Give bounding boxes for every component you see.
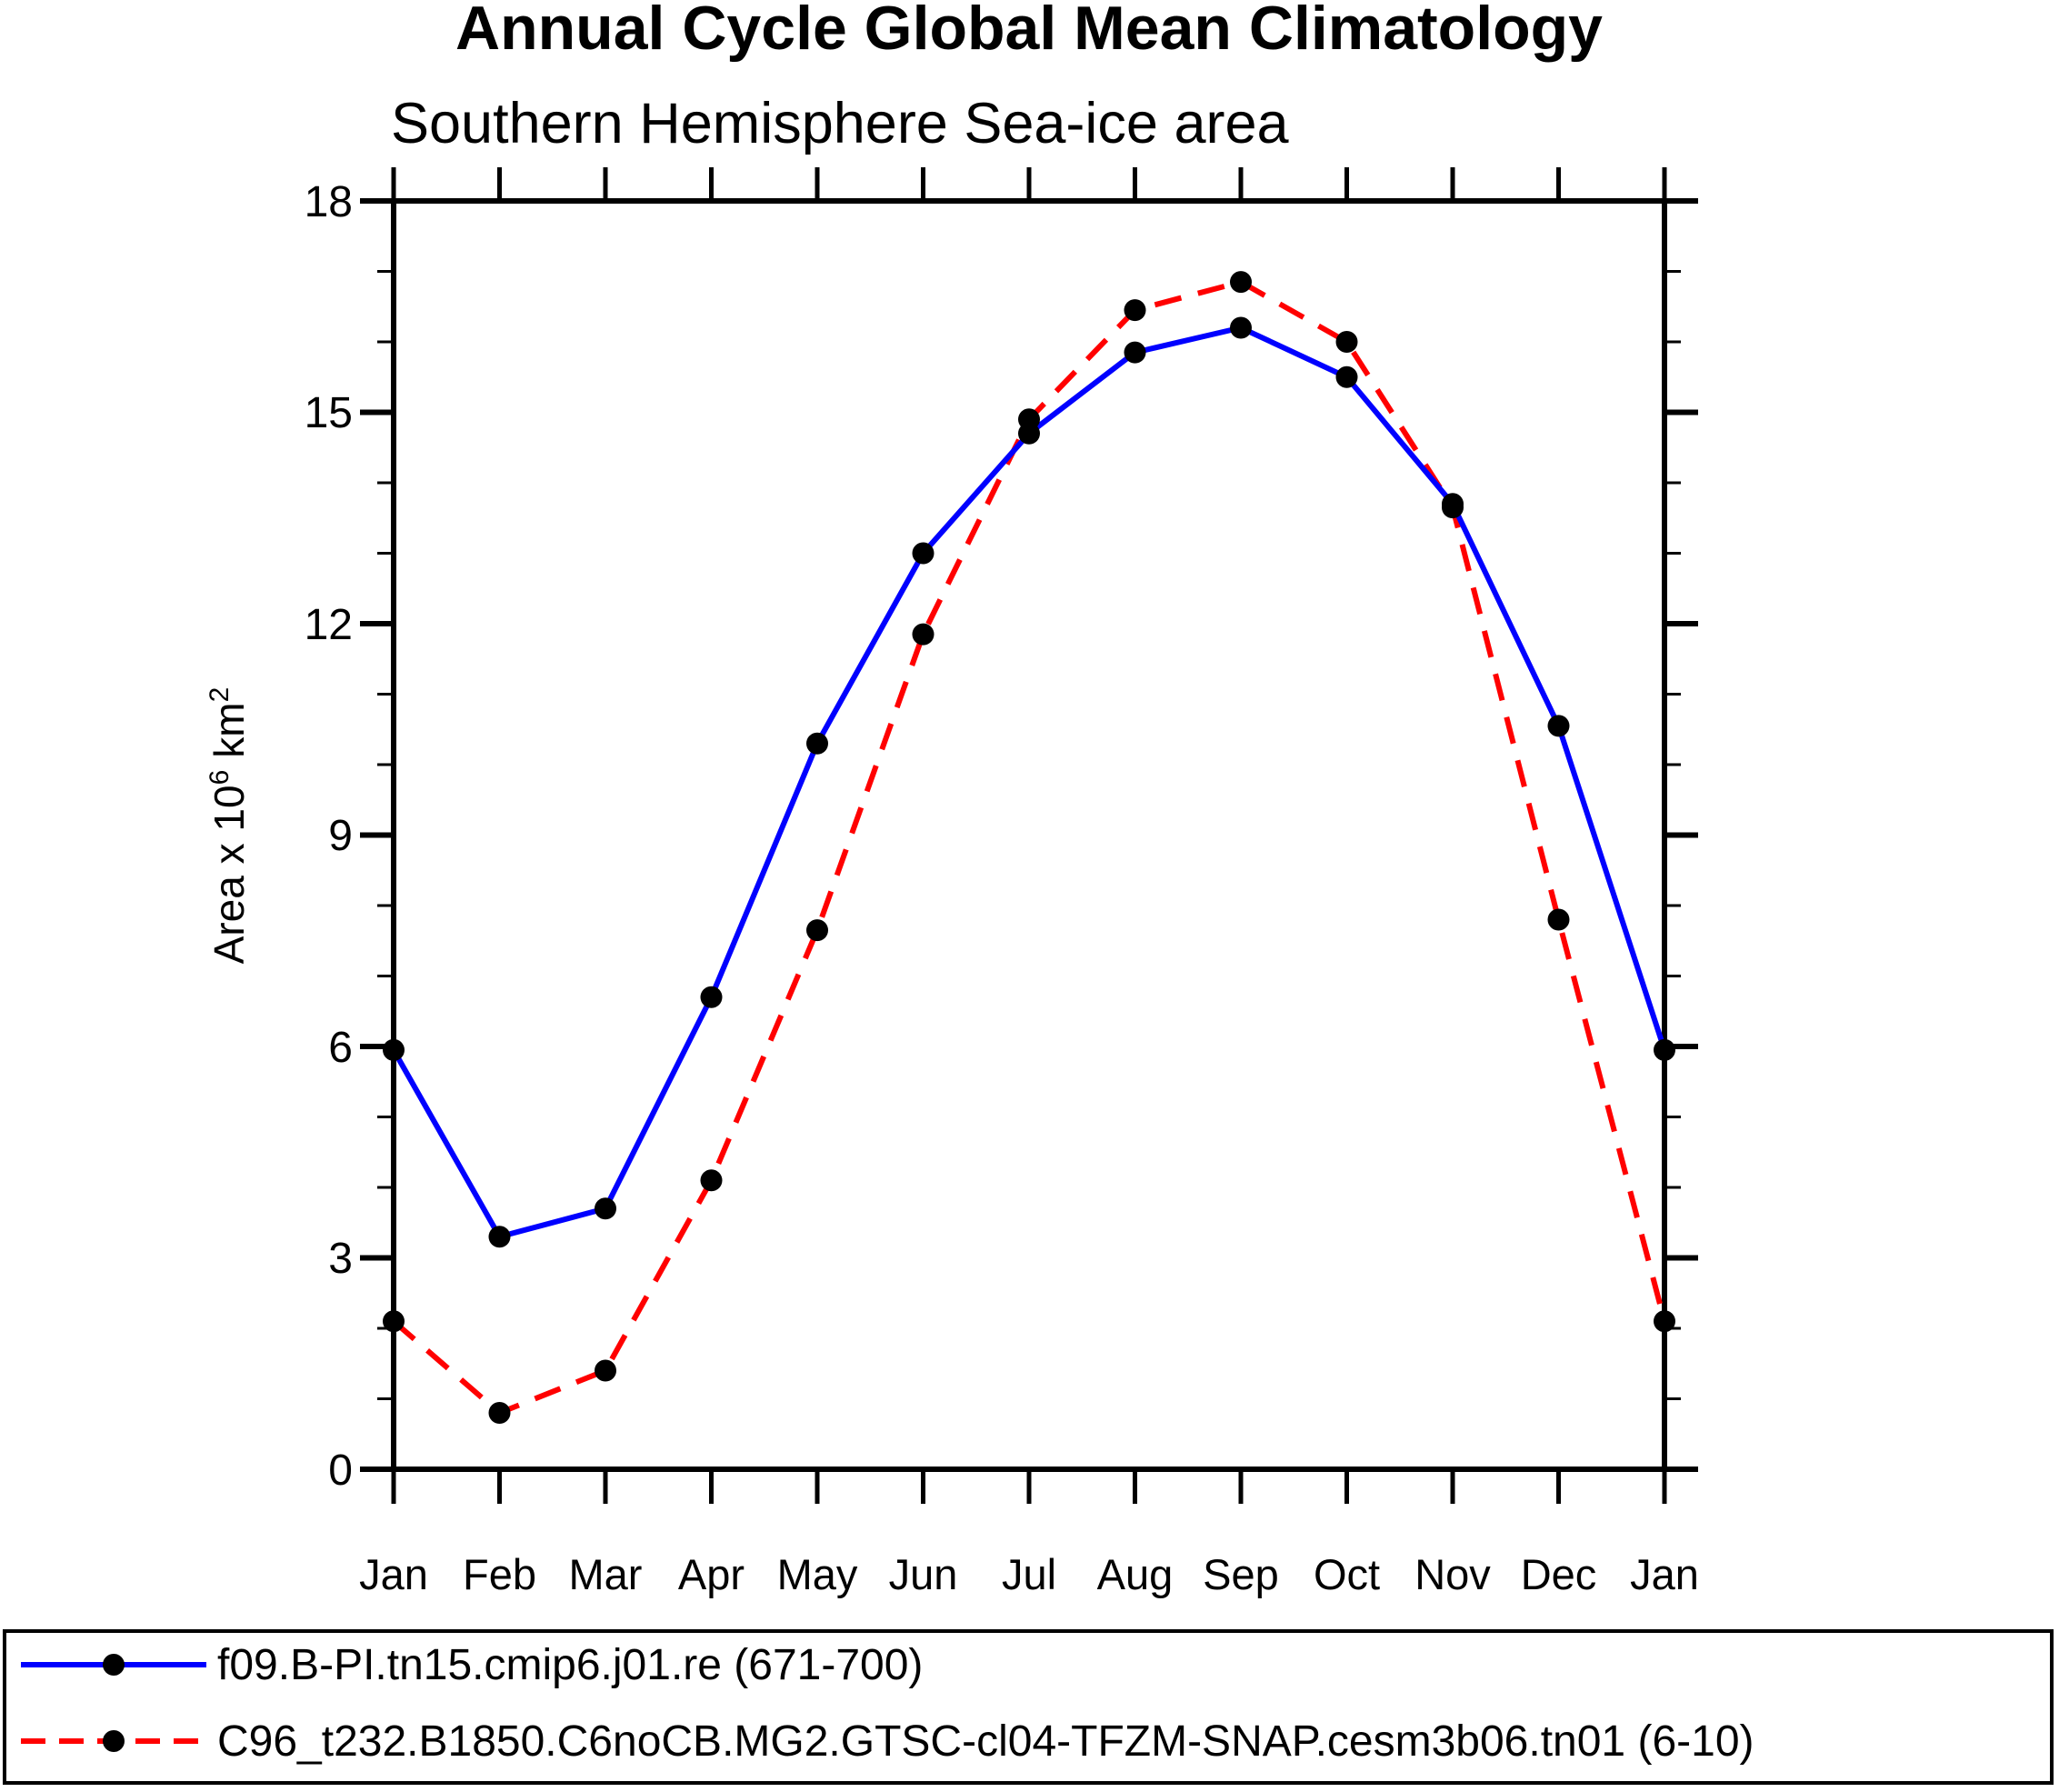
series-line-dashed [392, 278, 1667, 1417]
series-line-solid [391, 325, 1667, 1240]
data-point-marker [1442, 496, 1464, 519]
xtick-label: Jul [1002, 1550, 1056, 1598]
xtick-label: Dec [1521, 1550, 1597, 1598]
xtick-label: May [777, 1550, 858, 1598]
data-point-marker [1654, 1310, 1675, 1333]
legend-marker-dot [103, 1654, 125, 1676]
xtick-label: Mar [569, 1550, 643, 1598]
legend-entry-1: f09.B-PI.tn15.cmip6.j01.re (671-700) [17, 1640, 923, 1689]
xtick-label: Feb [463, 1550, 536, 1598]
legend-marker-dot [103, 1730, 125, 1752]
data-point-marker [1124, 299, 1146, 322]
ytick-label: 0 [328, 1447, 353, 1495]
data-point-marker [595, 1359, 616, 1382]
data-point-marker [1124, 341, 1146, 364]
data-point-marker [383, 1310, 405, 1333]
data-point-marker [1654, 1038, 1675, 1061]
xtick-label: Jan [359, 1550, 428, 1598]
data-point-marker [1018, 408, 1040, 431]
data-point-marker [806, 919, 828, 942]
data-point-marker [1335, 365, 1358, 388]
xtick-label: Nov [1414, 1550, 1491, 1598]
data-point-marker [806, 732, 828, 755]
data-point-marker [1335, 331, 1358, 353]
ytick-label: 12 [305, 601, 353, 649]
data-point-marker [1230, 316, 1252, 339]
ytick-label: 15 [305, 389, 353, 437]
legend-key-solid-line [21, 1654, 206, 1676]
data-point-marker [912, 623, 935, 646]
xtick-label: Jan [1630, 1550, 1699, 1598]
data-point-marker [1547, 908, 1570, 931]
plot-frame [391, 198, 1667, 1472]
chart-subtitle: Southern Hemisphere Sea-ice area [391, 92, 1289, 155]
chart-title: Annual Cycle Global Mean Climatology [455, 0, 1603, 63]
data-point-marker [488, 1226, 511, 1248]
xtick-label: Oct [1314, 1550, 1380, 1598]
data-point-marker [488, 1402, 511, 1424]
legend-label: f09.B-PI.tn15.cmip6.j01.re (671-700) [217, 1640, 924, 1689]
legend-key-dashed-line [21, 1730, 206, 1752]
legend-entry-2: C96_t232.B1850.C6noCB.MG2.GTSC-cl04-TFZM… [17, 1717, 1754, 1766]
ytick-label: 6 [328, 1024, 353, 1072]
xtick-label: Sep [1203, 1550, 1279, 1598]
axis-labels: 0 3 6 9 12 15 18 Jan Feb Mar Apr May Jun… [205, 178, 1699, 1598]
xtick-label: Apr [678, 1550, 745, 1598]
data-point-marker [700, 986, 723, 1008]
data-point-marker [912, 542, 935, 565]
xtick-label: Aug [1097, 1550, 1174, 1598]
data-point-marker [700, 1169, 723, 1192]
data-point-marker [595, 1197, 616, 1220]
data-point-marker [383, 1038, 405, 1061]
ytick-label: 9 [328, 812, 353, 860]
data-point-marker [1547, 715, 1570, 737]
ytick-label: 18 [305, 178, 353, 226]
legend-label: C96_t232.B1850.C6noCB.MG2.GTSC-cl04-TFZM… [217, 1717, 1754, 1766]
y-axis-title: Area x 106km2 [205, 687, 253, 965]
ytick-label: 3 [328, 1235, 353, 1283]
data-point-marker [1230, 271, 1252, 294]
xtick-label: Jun [889, 1550, 958, 1598]
legend: f09.B-PI.tn15.cmip6.j01.re (671-700) C96… [3, 1629, 2054, 1785]
